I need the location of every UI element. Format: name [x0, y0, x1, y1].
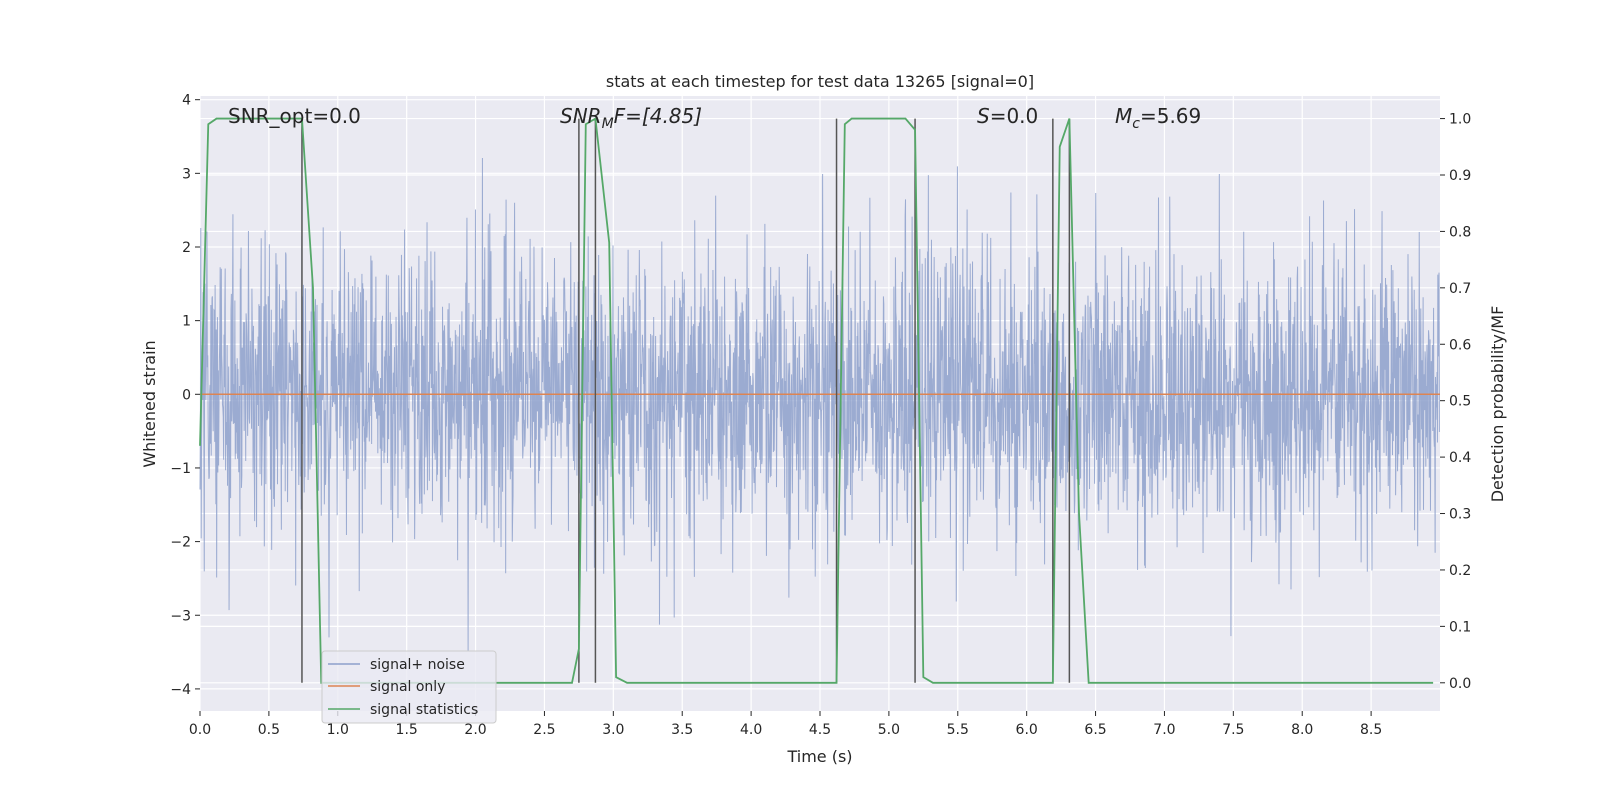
y-right-tick-label: 0.0: [1449, 676, 1471, 692]
y-right-tick-label: 0.9: [1449, 168, 1471, 184]
y-left-tick-label: 2: [182, 240, 191, 256]
y-right-tick-label: 1.0: [1449, 112, 1471, 128]
x-tick-label: 7.0: [1153, 722, 1175, 738]
x-tick-label: 4.0: [740, 722, 762, 738]
x-tick-label: 2.0: [464, 722, 486, 738]
y-axis-right-ticks: 1.0 0.9 0.8 0.7 0.6 0.5 0.4 0.3 0.2 0.1 0.0: [1440, 112, 1471, 692]
x-axis-label: Time (s): [786, 747, 852, 766]
s-stat-tail: =0.0: [990, 104, 1039, 128]
x-tick-label: 8.5: [1360, 722, 1382, 738]
signal-statistics-line: [199, 117, 1434, 684]
x-tick-label: 5.5: [947, 722, 969, 738]
y-left-tick-label: 3: [182, 166, 191, 182]
y-right-tick-label: 0.4: [1449, 450, 1471, 466]
x-tick-label: 0.0: [189, 722, 211, 738]
x-tick-label: 0.5: [258, 722, 280, 738]
x-axis-ticks: 0.0 0.5 1.0 1.5 2.0 2.5 3.0 3.5 4.0 4.5 5.0 5.5 6.0 6…: [189, 711, 1382, 738]
signal-statistics-series: [199, 117, 1434, 684]
mc-tail: =5.69: [1140, 104, 1201, 128]
y-left-tick-label: 0: [182, 387, 191, 403]
legend-label-noise: signal+ noise: [370, 657, 465, 673]
mc-symbol: M: [1115, 104, 1132, 128]
x-tick-label: 7.5: [1222, 722, 1244, 738]
chart-title: stats at each timestep for test data 132…: [606, 72, 1034, 91]
x-tick-label: 6.5: [1084, 722, 1106, 738]
y-axis-left-ticks: 4 3 2 1 0 −1 −2 −3 −4: [170, 93, 200, 698]
x-tick-label: 3.0: [602, 722, 624, 738]
y-right-tick-label: 0.3: [1449, 507, 1471, 523]
x-tick-label: 8.0: [1291, 722, 1313, 738]
y-axis-left-label: Whitened strain: [140, 340, 159, 467]
snr-mf-subscript: M: [602, 116, 614, 132]
y-right-tick-label: 0.6: [1449, 337, 1471, 353]
y-right-tick-label: 0.7: [1449, 281, 1471, 297]
legend-label-signal-only: signal only: [370, 679, 445, 695]
annotation-mc: Mc=5.69: [1115, 104, 1201, 132]
x-tick-label: 1.0: [327, 722, 349, 738]
y-left-tick-label: −1: [170, 461, 191, 477]
y-left-tick-label: 1: [182, 314, 191, 330]
legend-label-statistics: signal statistics: [370, 702, 478, 718]
x-tick-label: 1.5: [396, 722, 418, 738]
y-left-tick-label: −3: [170, 608, 191, 624]
snr-mf-tail: F=[4.85]: [614, 104, 702, 128]
mc-subscript: c: [1132, 116, 1140, 132]
y-left-tick-label: 4: [182, 93, 191, 109]
y-right-tick-label: 0.5: [1449, 394, 1471, 410]
x-tick-label: 5.0: [878, 722, 900, 738]
y-right-tick-label: 0.2: [1449, 563, 1471, 579]
x-tick-label: 3.5: [671, 722, 693, 738]
x-tick-label: 4.5: [809, 722, 831, 738]
snr-mf-symbol: SNR: [560, 104, 602, 128]
s-stat-symbol: S: [977, 104, 990, 128]
annotation-snr-mf: SNRMF=[4.85]: [560, 104, 702, 132]
legend-box: [321, 650, 497, 724]
signal-noise-series: [199, 157, 1440, 652]
x-tick-label: 6.0: [1016, 722, 1038, 738]
y-right-tick-label: 0.8: [1449, 224, 1471, 240]
y-left-tick-label: −4: [170, 682, 191, 698]
y-axis-right-label: Detection probability/MF: [1488, 306, 1507, 503]
x-tick-label: 2.5: [533, 722, 555, 738]
annotation-snr-opt: SNR_opt=0.0: [228, 104, 361, 128]
annotation-s-stat: S=0.0: [977, 104, 1038, 128]
y-right-tick-label: 0.1: [1449, 619, 1471, 635]
signal-noise-line: [199, 157, 1440, 652]
legend: signal+ noise signal only signal statist…: [321, 650, 497, 724]
y-left-tick-label: −2: [170, 535, 191, 551]
